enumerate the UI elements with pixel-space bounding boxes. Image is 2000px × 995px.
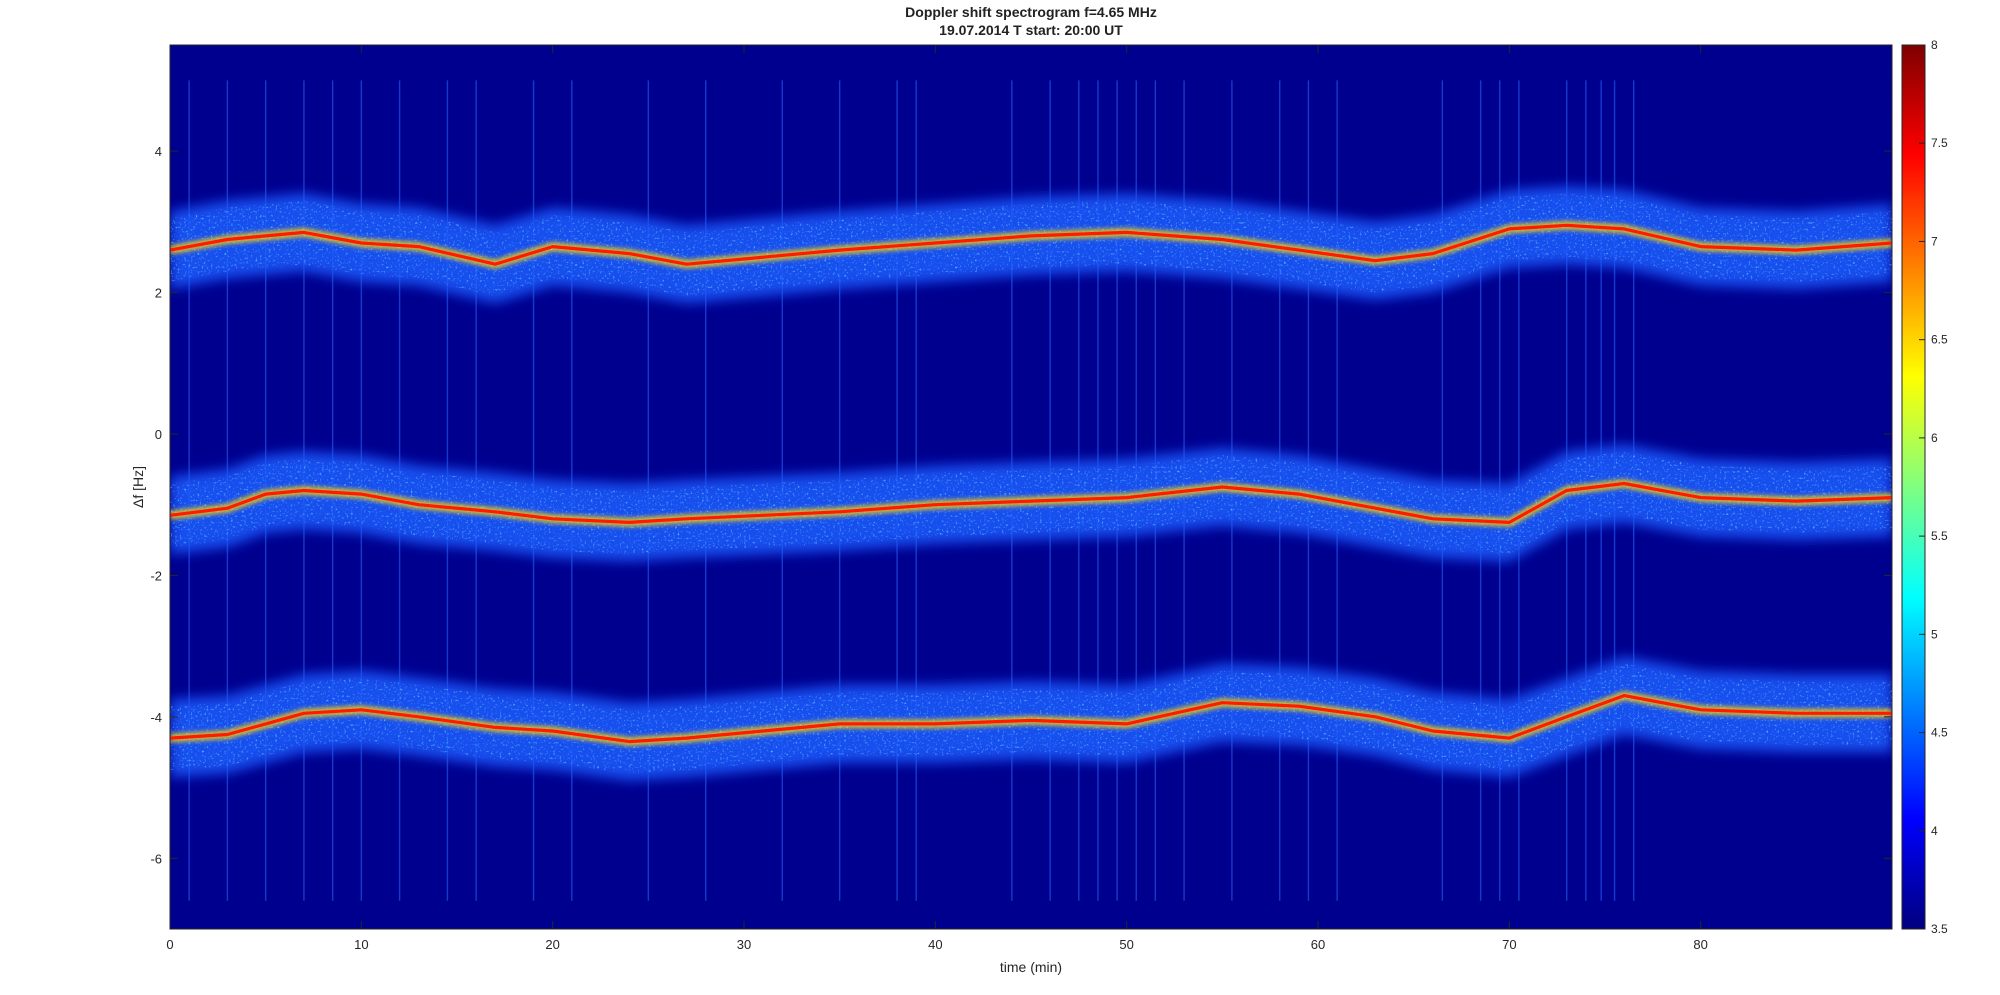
x-tick-label: 40 (928, 937, 942, 952)
x-axis: 0 10 20 30 40 50 60 70 80 (166, 45, 1708, 952)
colorbar-gradient (1901, 44, 1926, 930)
x-axis-label: time (min) (1000, 959, 1062, 975)
y-tick-label: 4 (155, 144, 162, 159)
colorbar: 3.5 4 4.5 5 5.5 6 6.5 7 7.5 8 (1901, 38, 1948, 936)
y-tick-label: -2 (150, 568, 162, 583)
trace-1 (170, 186, 1892, 304)
x-tick-label: 10 (354, 937, 368, 952)
x-tick-label: 70 (1502, 937, 1516, 952)
doppler-traces (170, 186, 1892, 781)
x-tick-label: 30 (737, 937, 751, 952)
trace-ridge (170, 694, 1892, 744)
title-line-1: Doppler shift spectrogram f=4.65 MHz (905, 4, 1157, 20)
y-tick-label: -6 (150, 851, 162, 866)
colorbar-tick-label: 7 (1931, 234, 1938, 248)
x-tick-label: 80 (1693, 937, 1707, 952)
colorbar-tick-label: 3.5 (1931, 922, 1948, 936)
title-line-2: 19.07.2014 T start: 20:00 UT (939, 22, 1123, 38)
colorbar-tick-label: 7.5 (1931, 136, 1948, 150)
y-tick-label: -4 (150, 710, 162, 725)
trace-ridge (170, 223, 1892, 266)
colorbar-tick-label: 6.5 (1931, 333, 1948, 347)
colorbar-tick-label: 8 (1931, 38, 1938, 52)
y-tick-label: 0 (155, 427, 162, 442)
x-tick-label: 60 (1311, 937, 1325, 952)
trace-2 (170, 444, 1892, 562)
colorbar-tick-label: 4.5 (1931, 726, 1948, 740)
plot-area (170, 45, 1892, 929)
chart-title: Doppler shift spectrogram f=4.65 MHz 19.… (170, 3, 1892, 39)
plot-frame (169, 44, 1893, 930)
x-tick-label: 0 (166, 937, 173, 952)
y-tick-label: 2 (155, 286, 162, 301)
x-tick-label: 50 (1119, 937, 1133, 952)
colorbar-tick-label: 6 (1931, 431, 1938, 445)
x-tick-label: 20 (545, 937, 559, 952)
y-axis-label: Δf [Hz] (130, 466, 146, 508)
trace-ridge (170, 481, 1892, 524)
colorbar-tick-label: 5 (1931, 627, 1938, 641)
y-axis: -6 -4 -2 0 2 4 (150, 144, 1892, 866)
colorbar-tick-label: 4 (1931, 824, 1938, 838)
colorbar-tick-label: 5.5 (1931, 529, 1948, 543)
